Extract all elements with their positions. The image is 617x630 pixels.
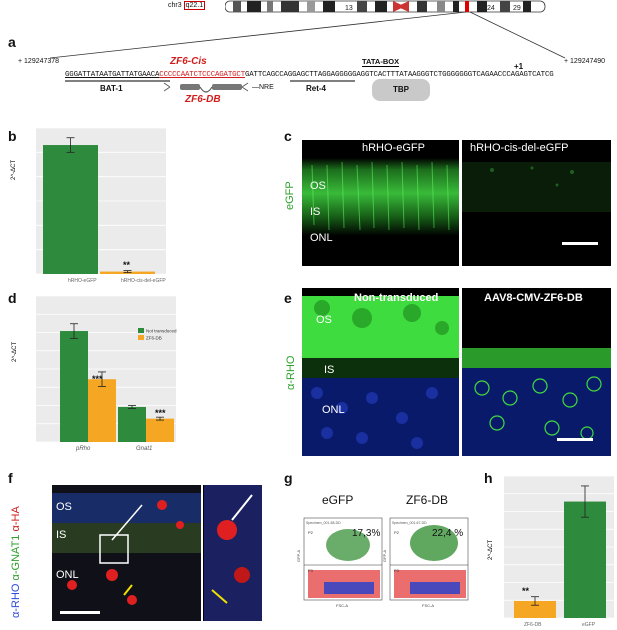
layer-os-e: OS [316, 314, 332, 326]
chromosome-ideogram: 13 24 29 [225, 0, 546, 13]
micrograph-c-right: hRHO-cis-del-eGFP [462, 140, 611, 266]
flow-left-yaxis: GFP-A [296, 549, 301, 562]
sequence-annotations [65, 80, 355, 93]
flow-left-spec: Specimen_001-58-DD [306, 521, 341, 525]
scale-bar-c [562, 242, 598, 245]
dna-sequence: GGGATTATAATGATTATGAACACCCCCAATCTCCCAGATG… [65, 71, 554, 79]
layer-is: IS [310, 206, 321, 218]
scale-bar-f [60, 611, 100, 614]
panel-e-label: e [284, 290, 292, 306]
panel-f-label: f [8, 470, 13, 486]
flow-right-xaxis: FSC-A [422, 603, 434, 608]
legend-not-transduced: Not transduced [146, 329, 177, 334]
micrograph-c-right-title: hRHO-cis-del-eGFP [470, 142, 569, 154]
layer-os-f: OS [56, 501, 72, 513]
zoom-lines [49, 11, 566, 59]
micrograph-c-left: hRHO-eGFP OS IS ONL [302, 140, 459, 266]
legend-swatch-zf6db [138, 335, 144, 340]
bar-d-1-0 [88, 379, 116, 442]
ideo-label-24: 24 [487, 5, 495, 12]
chrom-label: chr3 q22.1 [168, 1, 206, 10]
layer-onl: ONL [310, 232, 333, 244]
flow-right-gate2: P3 [394, 568, 400, 573]
panel-b-ylabel: 2^-ΔCT [11, 159, 17, 180]
bar-h-1 [564, 501, 606, 618]
chart-d-xtick-0: pRho [75, 446, 91, 452]
panel-g-left-title: eGFP [322, 493, 354, 507]
flow-left-gate2: P3 [308, 568, 314, 573]
layer-is-e: IS [324, 364, 335, 376]
flow-right-spec: Specimen_001-67-DD [392, 521, 427, 525]
flow-right-yaxis: GFP-A [382, 549, 387, 562]
legend-swatch-not-transduced [138, 328, 144, 333]
micrograph-c-left-title: hRHO-eGFP [362, 142, 425, 154]
nre-label: —NRE [252, 84, 274, 91]
ideo-label-13: 13 [345, 5, 353, 12]
ret4-label: Ret-4 [306, 84, 327, 93]
panel-h-label: h [484, 470, 493, 486]
bar-h-0 [514, 600, 556, 618]
panel-d-label: d [8, 290, 17, 306]
coord-right: + 129247490 [564, 58, 606, 65]
panel-d-sig-1: *** [155, 408, 166, 418]
bar-d-0-0 [60, 331, 88, 442]
panel-b-sig: ** [123, 260, 131, 270]
flow-right-gate: P2 [394, 530, 400, 535]
chart-b-xtick-1: hRHO-cis-del-eGFP [121, 278, 166, 284]
micrograph-f: OS IS ONL [52, 485, 262, 621]
panel-a-label: a [8, 34, 16, 50]
ideo-label-29: 29 [513, 5, 521, 12]
micrograph-e-right-title: AAV8-CMV-ZF6-DB [484, 292, 583, 304]
layer-os: OS [310, 180, 326, 192]
panel-h-sig: ** [522, 586, 530, 596]
panel-f-ylabel: α-RHO α-GNAT1 α-HA [10, 506, 22, 618]
bar-b-0 [43, 145, 98, 274]
legend-zf6db: ZF6-DB [146, 336, 162, 341]
layer-is-f: IS [56, 529, 67, 541]
flow-cytometry-plots: Specimen_001-58-DD Specimen_001-67-DD 17… [296, 517, 469, 608]
chart-d: Not transduced ZF6-DB pRho Gnat1 [36, 295, 177, 452]
bat1-label: BAT-1 [100, 84, 123, 93]
coord-left: + 129247378 [18, 58, 60, 65]
panel-g-label: g [284, 470, 293, 486]
zf6-db-label: ZF6-DB [185, 94, 221, 105]
panel-d-sig-0: *** [92, 374, 103, 384]
panel-c-label: c [284, 128, 292, 144]
panel-e-ylabel: α-RHO [285, 355, 297, 390]
chart-d-xtick-1: Gnat1 [136, 446, 152, 452]
chart-h-xtick-0: ZF6-DB [524, 622, 542, 628]
flow-right-pct: 22,4 % [432, 528, 463, 539]
layer-onl-e: ONL [322, 404, 345, 416]
micrograph-e-left: Non-transduced OS IS ONL [302, 288, 459, 456]
tbp-box: TBP [372, 79, 430, 101]
scale-bar-e [557, 438, 593, 441]
zf6-cis-label: ZF6-Cis [170, 56, 207, 67]
chart-b: hRHO-eGFP hRHO-cis-del-eGFP [36, 127, 166, 284]
panel-b-label: b [8, 128, 17, 144]
micrograph-e-left-title: Non-transduced [354, 292, 439, 304]
flow-left-pct: 17,3% [352, 528, 380, 539]
panel-c-ylabel: eGFP [284, 181, 296, 210]
layer-onl-f: ONL [56, 569, 79, 581]
tata-box-label: TATA-BOX [362, 57, 400, 67]
chart-h-xtick-1: eGFP [582, 622, 596, 628]
flow-left-xaxis: FSC-A [336, 603, 348, 608]
flow-left-gate: P2 [308, 530, 314, 535]
chart-h: ZF6-DB eGFP [504, 475, 614, 628]
bar-d-1-1 [146, 418, 174, 442]
bar-d-0-1 [118, 406, 146, 442]
chart-b-xtick-0: hRHO-eGFP [68, 278, 97, 284]
panel-g-right-title: ZF6-DB [406, 493, 448, 507]
micrograph-e-right: AAV8-CMV-ZF6-DB [462, 288, 611, 456]
plus-one-label: +1 [514, 62, 524, 71]
